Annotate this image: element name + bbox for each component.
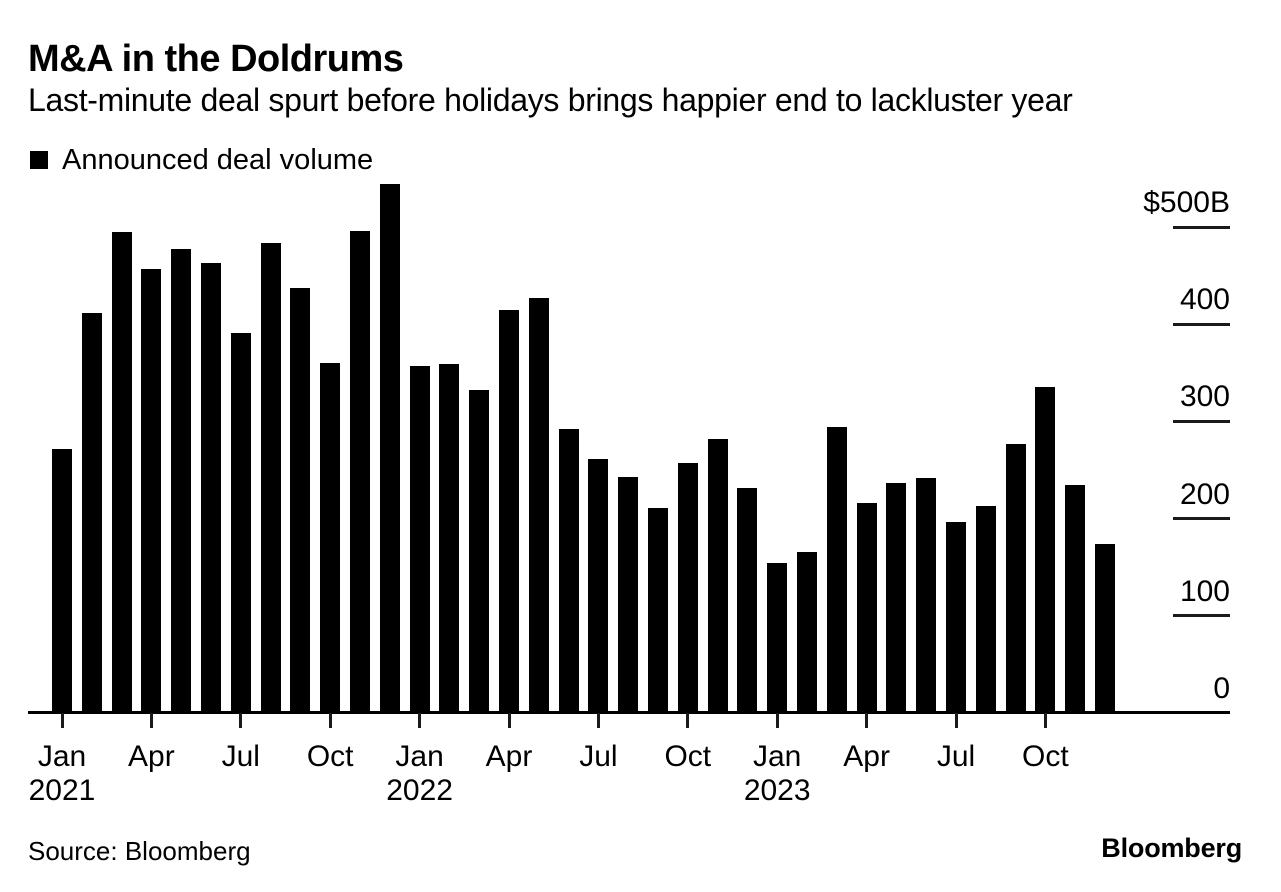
bar-jul-2023 [946,522,966,713]
bar-jun-2022 [558,429,579,713]
x-tick-line-apr-2021 [149,713,153,728]
x-tick-label-apr-2022: Apr [485,740,533,773]
bar-apr-2023 [856,503,877,713]
x-tick-label-oct-2022: Oct [664,740,712,773]
x-tick-line-jan-2023 [775,713,779,728]
x-tick-label-jan-2022: Jan [395,740,444,773]
bar-oct-2021 [320,363,341,713]
bar-aug-2022 [618,476,639,713]
x-tick-line-oct-2023 [1043,713,1047,728]
x-axis-baseline [28,711,1230,714]
bar-nov-2023 [1065,484,1086,713]
bar-jun-2023 [916,477,937,713]
x-tick-label-jan-2023: Jan [753,740,802,773]
bar-dec-2021 [379,184,400,713]
bar-sep-2023 [1005,443,1026,713]
x-year-label-2023: 2023 [743,774,811,807]
x-tick-line-jul-2023 [954,713,958,728]
x-tick-line-oct-2021 [328,713,332,728]
y-tick-label-400: 400 [1179,283,1230,317]
bar-mar-2022 [469,390,490,713]
y-tick-label-0: 0 [1213,672,1230,705]
bar-jul-2022 [588,459,609,713]
bar-mar-2021 [111,231,132,713]
bar-dec-2022 [737,488,758,713]
x-tick-line-jan-2021 [60,713,64,728]
x-tick-label-oct-2023: Oct [1022,740,1069,773]
x-tick-line-jul-2022 [596,713,600,728]
chart-subtitle: Last-minute deal spurt before holidays b… [28,82,1073,118]
bar-feb-2023 [797,551,817,713]
bar-apr-2022 [499,309,519,713]
bar-apr-2021 [141,268,162,713]
x-tick-label-jul-2023: Jul [936,740,976,773]
y-tick-label-300: 300 [1179,380,1230,414]
x-tick-line-apr-2022 [507,713,511,728]
y-tick-line-400 [1173,322,1230,326]
source-note: Source: Bloomberg [28,836,251,866]
bar-jun-2021 [201,262,221,713]
bar-nov-2021 [350,230,370,713]
legend-square-icon [30,151,48,169]
x-tick-line-jul-2021 [239,713,243,728]
y-tick-line-200 [1173,517,1230,521]
bar-nov-2022 [707,438,728,713]
y-tick-line-300 [1173,419,1230,423]
bar-jan-2021 [52,448,72,713]
bar-oct-2022 [677,463,698,713]
bar-sep-2021 [290,288,311,713]
bloomberg-logo: Bloomberg [1101,833,1242,863]
bar-feb-2022 [439,364,460,713]
y-tick-label-200: 200 [1179,477,1230,511]
y-tick-label-500: $500B [1143,186,1230,219]
x-tick-label-jul-2021: Jul [221,740,260,773]
bar-jan-2023 [767,563,788,713]
bar-jan-2022 [409,365,430,713]
bar-may-2023 [886,482,907,713]
y-tick-line-100 [1173,614,1230,618]
x-tick-label-jul-2022: Jul [579,740,618,773]
x-tick-label-oct-2021: Oct [306,740,354,773]
chart-title: M&A in the Doldrums [28,38,404,80]
bar-may-2021 [171,249,192,713]
bar-mar-2023 [826,427,847,713]
bar-jul-2021 [230,332,251,713]
bar-aug-2023 [975,505,996,713]
bar-sep-2022 [648,507,668,713]
x-tick-label-apr-2023: Apr [843,740,890,773]
legend-label: Announced deal volume [62,143,374,176]
y-tick-label-100: 100 [1179,574,1230,608]
bar-aug-2021 [260,242,281,713]
bar-oct-2023 [1035,387,1056,713]
x-tick-line-jan-2022 [418,713,422,728]
x-tick-label-jan-2021: Jan [37,740,87,773]
y-tick-line-500 [1173,225,1230,229]
x-year-label-2021: 2021 [28,774,96,807]
x-tick-line-oct-2022 [686,713,690,728]
bar-may-2022 [528,297,549,713]
x-tick-label-apr-2021: Apr [128,740,175,773]
x-year-label-2022: 2022 [386,774,453,807]
legend: Announced deal volume [30,143,374,176]
bar-dec-2023 [1095,543,1115,713]
x-tick-line-apr-2023 [865,713,869,728]
bar-feb-2021 [81,312,102,713]
